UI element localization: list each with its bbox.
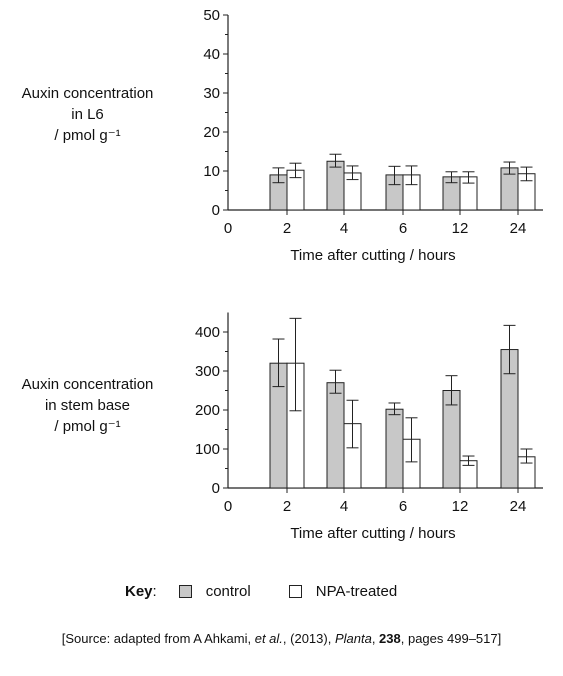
legend-swatch-control [178,584,192,598]
source-journal: Planta [334,631,372,646]
y-tick-label: 0 [212,480,220,497]
legend-title: Key [125,582,153,600]
legend-swatch-npa [288,584,302,598]
y-axis-label-bottom: Auxin concentration in stem base / pmol … [0,374,175,437]
y-axis-label-top: Auxin concentration in L6 / pmol g⁻¹ [0,83,175,146]
source-sep: , [371,631,380,646]
y-tick-label: 10 [203,163,220,180]
x-tick-label: 4 [340,220,348,237]
source-suffix: , pages 499–517] [400,631,502,646]
y-tick-label: 30 [203,85,220,102]
y-label-line: in stem base [44,397,131,414]
y-tick-label: 40 [203,46,220,63]
x-tick-label: 6 [399,498,407,515]
x-tick-label: 12 [452,498,469,515]
legend-colon: : [152,582,157,600]
x-tick-label: 0 [224,220,232,237]
y-tick-label: 200 [195,402,220,419]
y-tick-label: 300 [195,363,220,380]
y-label-line: Auxin concentration [21,85,154,102]
y-label-line: / pmol g⁻¹ [54,418,121,435]
bar-control [326,382,345,489]
x-axis-label: Time after cutting / hours [290,525,455,542]
source-volume: 238 [379,631,401,646]
legend-label-npa: NPA-treated [315,582,398,600]
x-tick-label: 2 [283,498,291,515]
x-tick-label: 24 [510,220,527,237]
x-tick-label: 4 [340,498,348,515]
y-label-line: in L6 [71,106,104,123]
x-tick-label: 0 [224,498,232,515]
y-tick-label: 50 [203,7,220,24]
x-axis-label: Time after cutting / hours [290,247,455,264]
x-tick-label: 6 [399,220,407,237]
x-tick-label: 12 [452,220,469,237]
source-prefix: [Source: adapted from A Ahkami, [61,631,255,646]
y-tick-label: 100 [195,441,220,458]
bar-control [385,408,404,489]
x-tick-label: 24 [510,498,527,515]
y-label-line: Auxin concentration [21,376,154,393]
legend: Key: control NPA-treated [125,580,397,602]
source-citation: [Source: adapted from A Ahkami, et al., … [0,631,563,646]
bar-control [326,160,345,211]
y-tick-label: 0 [212,202,220,219]
y-label-line: / pmol g⁻¹ [54,127,121,144]
y-tick-label: 400 [195,324,220,341]
source-mid: , (2013), [282,631,335,646]
x-tick-label: 2 [283,220,291,237]
y-tick-label: 20 [203,124,220,141]
source-etal: et al. [254,631,283,646]
legend-label-control: control [205,582,251,600]
